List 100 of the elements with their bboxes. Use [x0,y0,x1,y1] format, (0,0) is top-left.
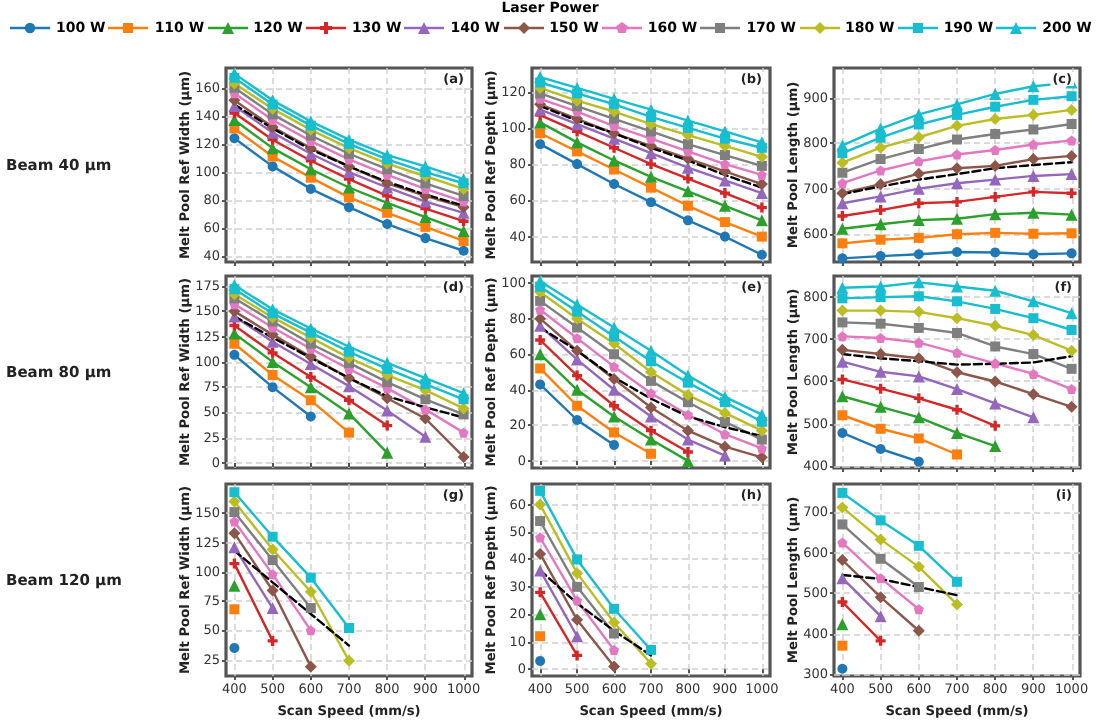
point [344,192,354,203]
point [952,109,962,120]
point [952,196,962,207]
point [646,182,656,193]
point [645,657,657,670]
point [1028,228,1039,239]
point [951,212,963,225]
point [756,160,767,171]
point [572,370,583,381]
point [913,119,924,130]
point [609,644,620,655]
point [913,156,924,167]
point [534,275,547,288]
point [267,531,278,542]
point [609,179,620,190]
point [381,149,394,162]
point [457,225,470,238]
point [682,215,693,226]
point [1065,400,1078,413]
point [381,446,394,459]
point [572,650,583,661]
point [571,344,584,357]
point [344,427,354,438]
point [229,558,240,569]
point [756,169,767,180]
point [267,382,278,393]
point [912,411,925,424]
point [645,366,657,378]
point [681,114,694,127]
point [875,205,886,216]
point [682,409,693,420]
point [344,623,354,633]
point [913,249,924,260]
point [681,424,694,437]
point [989,284,1002,297]
point [266,303,279,316]
point [1028,313,1039,324]
point [609,439,620,450]
point [305,183,316,194]
point [608,373,621,386]
point [1027,108,1040,121]
point [266,543,279,556]
point [1028,139,1039,150]
point [837,293,848,304]
point [1065,149,1078,162]
point [343,407,355,420]
point [1027,206,1040,219]
point [837,167,848,178]
point [874,533,887,546]
point [419,160,432,173]
point [718,390,731,403]
point [608,660,621,673]
point [912,305,925,318]
point [535,363,546,374]
point [267,370,278,381]
point [304,115,317,128]
point [534,348,547,361]
point [756,443,767,454]
point [875,553,886,564]
point [913,582,924,593]
point [912,182,925,195]
point [645,170,657,183]
point [1027,329,1040,342]
point [609,628,620,639]
point [719,159,730,170]
point [343,133,355,146]
point [837,427,848,438]
point [267,635,278,646]
point [304,660,317,673]
point [229,507,240,518]
point [609,400,620,411]
point [458,245,469,256]
point [1027,295,1040,308]
point [912,108,925,121]
point [572,581,583,592]
point [875,423,886,434]
point [420,394,431,405]
point [836,553,849,566]
point [420,233,431,244]
point [608,92,621,105]
point [572,415,583,425]
point [837,178,848,189]
point [1066,188,1077,199]
point [836,343,849,356]
point [755,136,768,149]
point [913,433,924,444]
point [1027,388,1040,401]
point [1027,411,1040,424]
point [837,537,848,548]
point [382,219,393,230]
point [267,569,278,580]
point [874,178,887,191]
point [912,276,925,289]
point [535,304,546,315]
point [304,381,317,394]
point [1065,168,1078,181]
point [951,162,963,175]
point [874,304,887,317]
point [229,349,240,360]
point [989,208,1002,221]
